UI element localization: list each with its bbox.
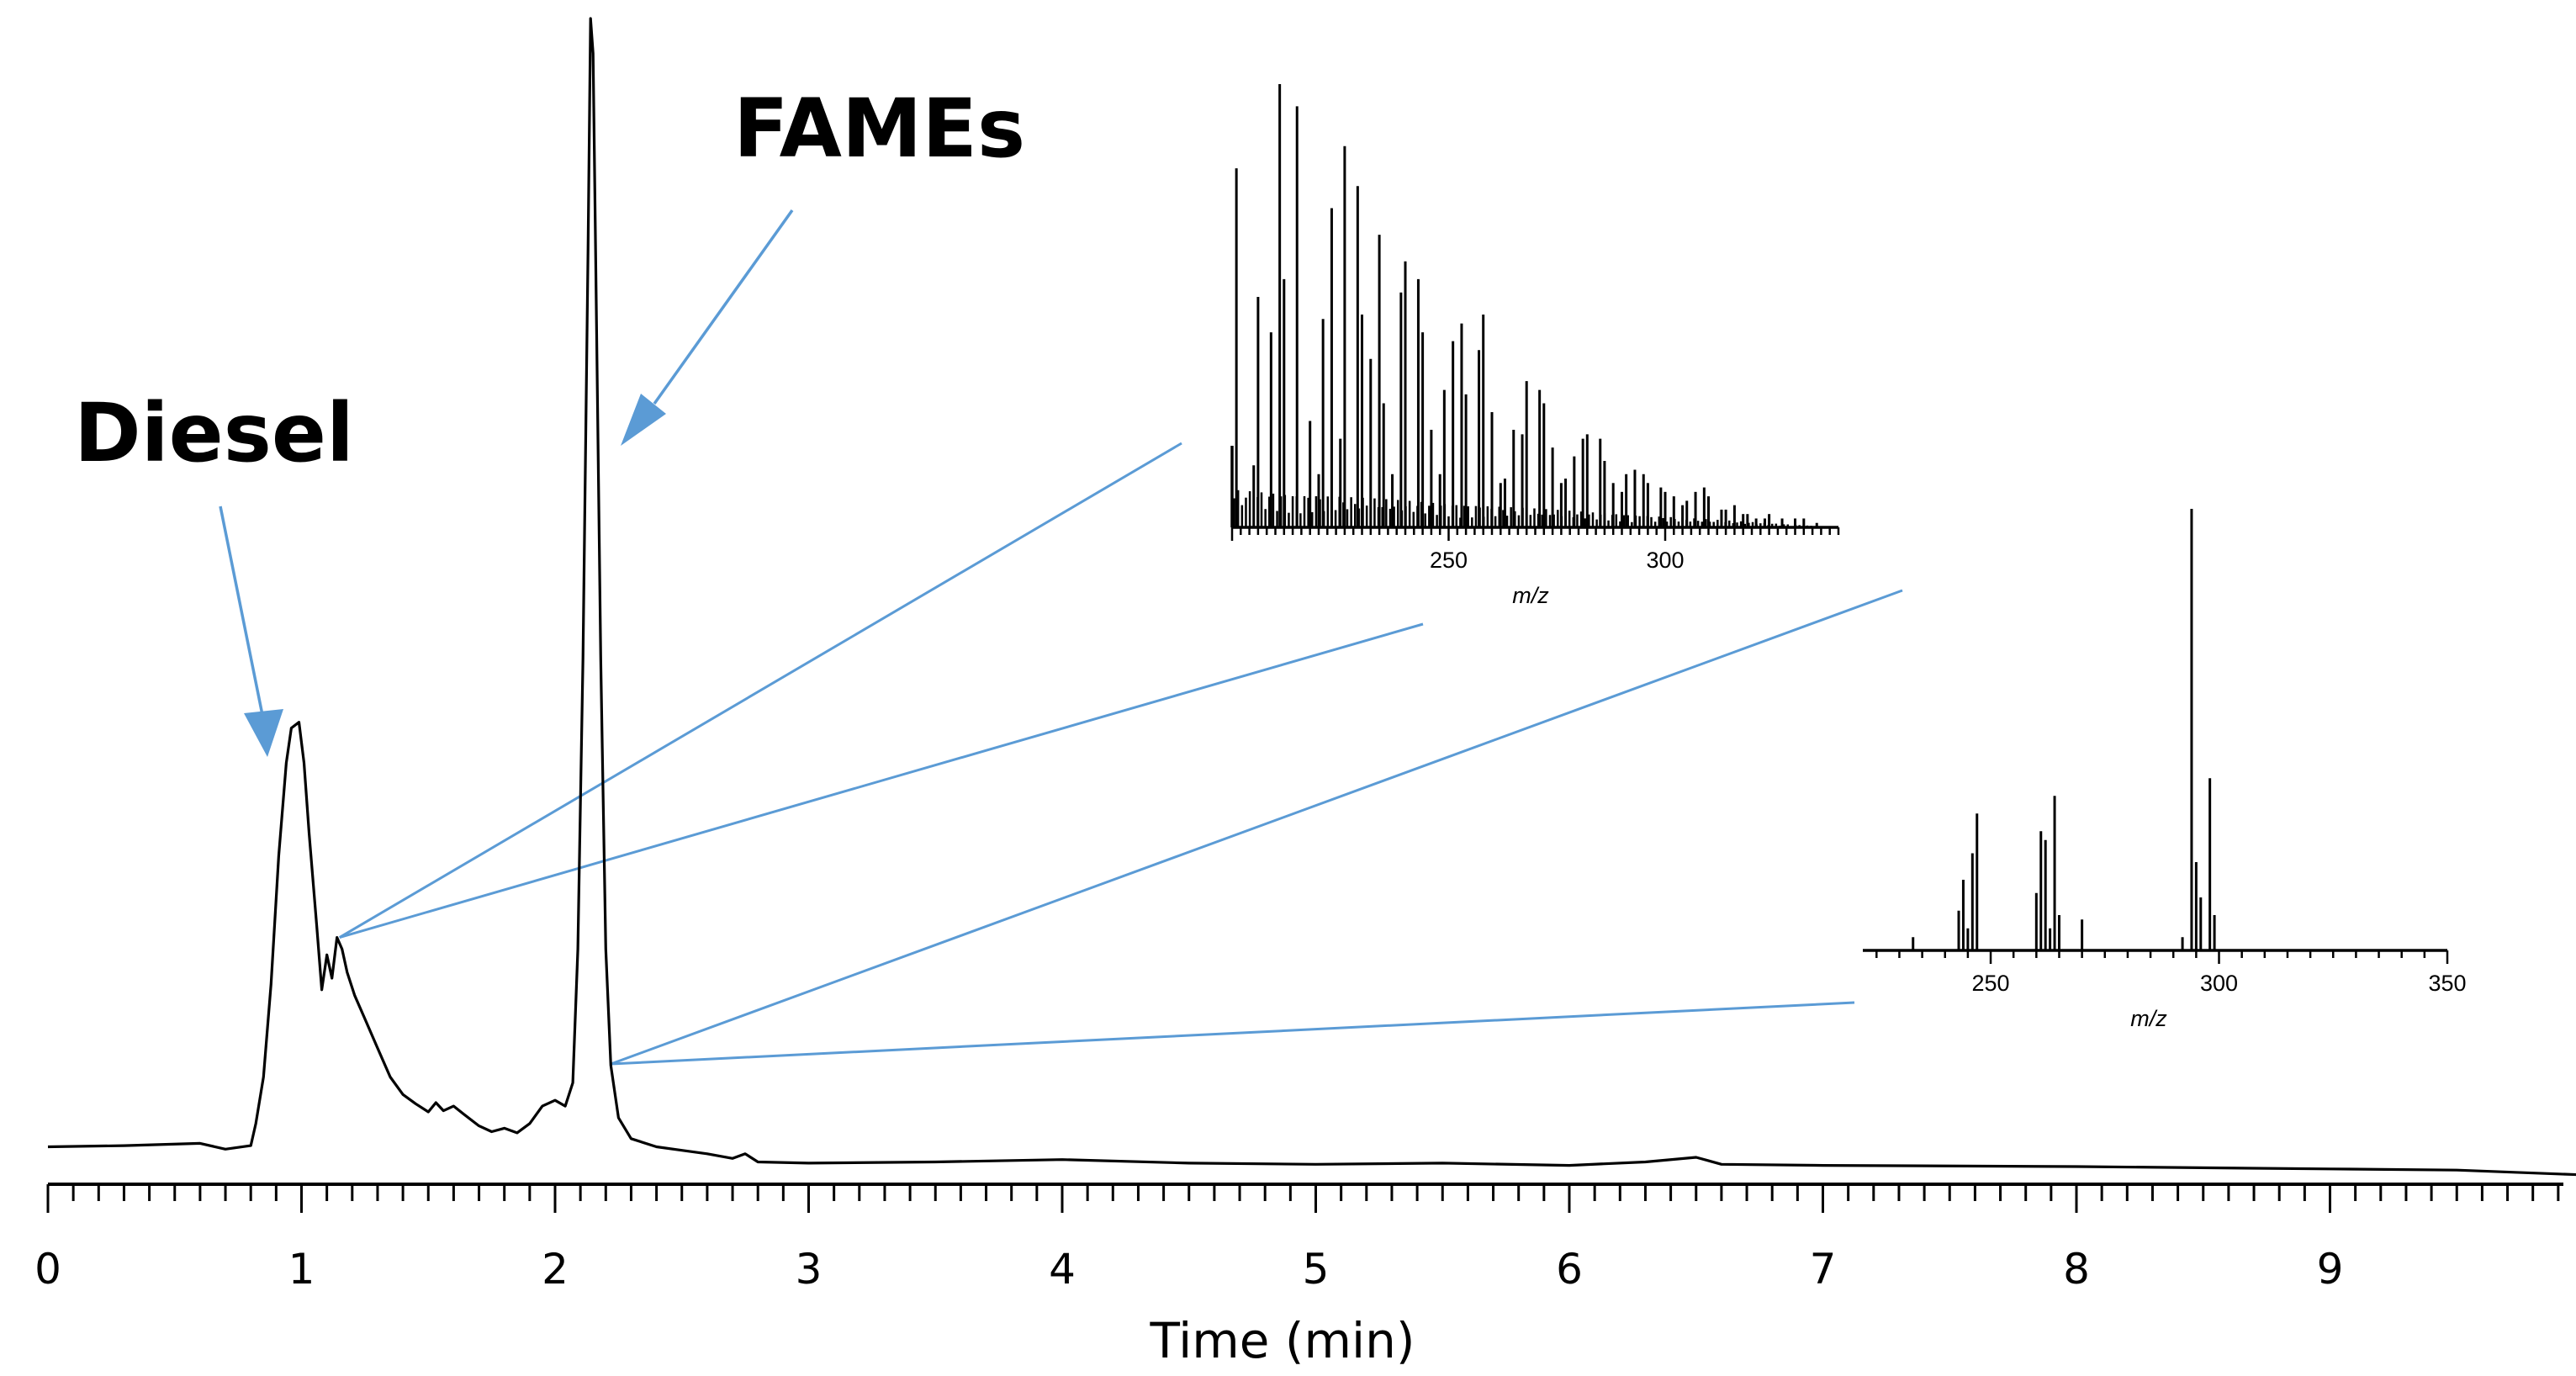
callout-lines [338,442,1903,1066]
time-axis: 0 1 2 3 4 5 6 7 8 9 [34,1183,2563,1294]
inset-x-axis-label: m/z [2130,1006,2167,1031]
fames-arrow-head [621,394,666,446]
inset-fames-spectrum: 250 300 350 m/z [1863,509,2467,1031]
diesel-label: Diesel [74,386,354,480]
inset-diesel-spectrum: 250 300 m/z [1230,84,1840,608]
x-tick-label: 6 [1556,1245,1583,1294]
inset-tick-label: 300 [1646,548,1684,573]
x-tick-label: 5 [1303,1245,1330,1294]
x-tick-label: 0 [34,1245,61,1294]
inset-x-axis-label: m/z [1512,583,1549,608]
x-tick-label: 1 [288,1245,315,1294]
x-tick-label: 4 [1049,1245,1076,1294]
inset-tick-label: 350 [2428,971,2466,996]
x-tick-label: 2 [542,1245,569,1294]
callout-fames-upper [610,589,1903,1066]
x-tick-label: 3 [796,1245,823,1294]
callout-diesel-upper [338,442,1182,939]
x-tick-label: 8 [2063,1245,2090,1294]
inset-tick-label: 300 [2200,971,2238,996]
inset-tick-label: 250 [1430,548,1468,573]
fames-arrow [621,209,794,446]
chromatogram-trace [47,17,2576,1177]
x-tick-label: 9 [2317,1245,2344,1294]
fames-label: FAMEs [733,82,1025,176]
diesel-arrow-shaft [219,505,264,716]
callout-diesel-lower [339,622,1424,939]
diesel-arrow-head [244,709,283,757]
inset-tick-label: 250 [1972,971,2010,996]
x-tick-label: 7 [1810,1245,1837,1294]
x-axis-label: Time (min) [1149,1312,1415,1369]
fames-arrow-shaft [653,209,794,405]
callout-fames-lower [611,1001,1855,1066]
diesel-arrow [219,505,283,757]
